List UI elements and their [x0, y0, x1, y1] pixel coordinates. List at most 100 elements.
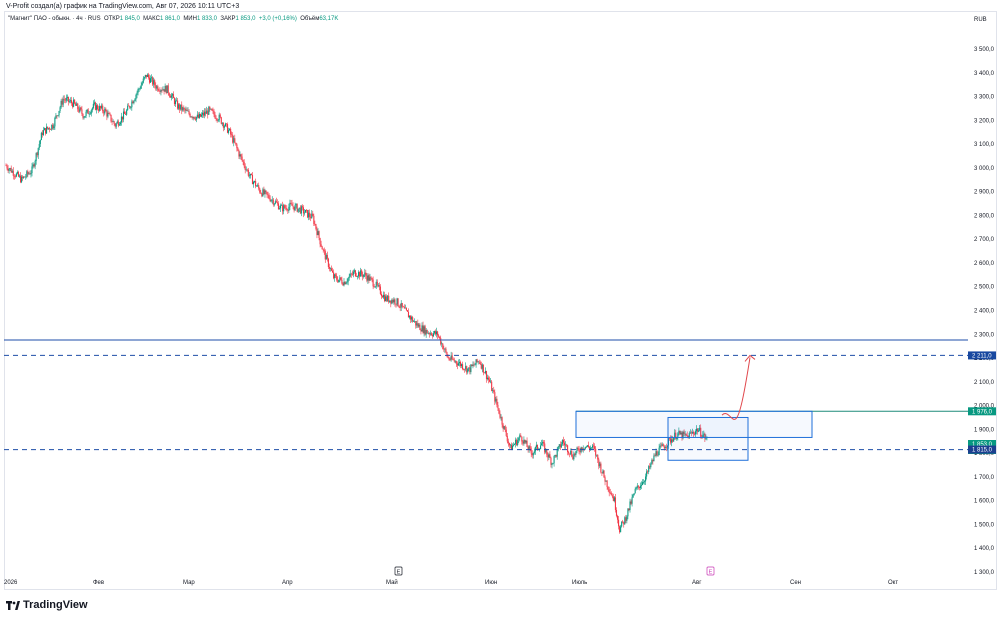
candle-body — [260, 192, 262, 194]
candle-body — [85, 111, 87, 116]
candle-body — [349, 273, 351, 277]
candle-body — [250, 173, 252, 175]
candle-body — [297, 208, 299, 212]
candle-body — [676, 437, 678, 440]
candle-body — [367, 275, 369, 281]
candle-body — [425, 329, 427, 335]
candle-body — [490, 381, 492, 383]
candle-body — [413, 321, 415, 322]
candle-body — [549, 454, 551, 458]
candle-body — [215, 118, 217, 119]
candle-body — [699, 427, 701, 431]
candle-body — [265, 190, 267, 192]
candle-body — [219, 114, 221, 118]
candle-body — [190, 116, 192, 118]
candle-body — [648, 466, 650, 472]
candle-body — [212, 110, 214, 112]
candle-body — [105, 108, 107, 112]
candle-body — [200, 114, 203, 117]
candle-body — [546, 449, 548, 455]
candle-body — [603, 470, 605, 478]
candle-body — [189, 113, 191, 117]
candle-body — [66, 96, 68, 99]
candle-body — [455, 361, 457, 364]
candle-body — [688, 433, 690, 439]
candle-body — [93, 102, 95, 104]
candle-body — [53, 126, 55, 129]
candle-body — [515, 439, 517, 444]
candle-body — [35, 153, 37, 162]
candle-body — [414, 321, 416, 322]
candle-body — [125, 113, 127, 115]
candle-body — [135, 94, 137, 100]
candle-body — [140, 84, 142, 89]
forecast-arrow — [721, 357, 751, 420]
candle-body — [536, 444, 538, 450]
candle-body — [264, 190, 266, 194]
candle-body — [310, 216, 312, 219]
legend-open-label: ОТКР — [103, 16, 120, 22]
candle-body — [374, 286, 376, 288]
legend-low-value: 1 833,0 — [196, 16, 217, 22]
candle-body — [347, 278, 349, 282]
candle-body — [143, 77, 145, 79]
candle-body — [655, 451, 657, 457]
candle-body — [136, 92, 138, 95]
candle-body — [621, 521, 623, 527]
candle-body — [178, 104, 180, 109]
candle-body — [618, 519, 620, 527]
tradingview-logo[interactable]: TradingView — [6, 599, 88, 611]
candle-body — [171, 94, 173, 96]
candle-body — [137, 88, 139, 93]
candle-body — [380, 293, 382, 297]
candle-body — [672, 439, 674, 442]
y-tick-label: 1 800,0 — [974, 451, 995, 457]
candle-body — [89, 113, 91, 115]
candle-body — [640, 484, 642, 486]
candle-body — [24, 176, 26, 178]
candle-body — [88, 113, 90, 115]
legend-high-label: МАКС — [143, 16, 160, 22]
candle-body — [28, 173, 30, 175]
candle-body — [437, 331, 439, 336]
candle-body — [661, 444, 663, 446]
candle-body — [691, 432, 693, 434]
candle-body — [438, 335, 440, 337]
legend-low-label: МИН — [183, 16, 197, 22]
candle-body — [317, 231, 319, 236]
legend-high-value: 1 861,0 — [159, 16, 180, 22]
candle-body — [96, 105, 99, 110]
event-marker-label: E — [709, 570, 713, 576]
candle-body — [16, 172, 18, 174]
candle-body — [608, 489, 610, 493]
candle-body — [379, 286, 381, 294]
candle-body — [498, 408, 500, 414]
candle-body — [696, 428, 698, 432]
candle-body — [100, 106, 102, 109]
candle-body — [555, 455, 557, 457]
candle-body — [449, 359, 451, 361]
candle-body — [406, 310, 408, 312]
candle-body — [299, 207, 301, 214]
candle-body — [196, 114, 198, 117]
candle-body — [535, 444, 537, 448]
candle-body — [605, 480, 607, 482]
candle-body — [430, 333, 432, 336]
legend-symbol: "Магнит" ПАО - обыкн. · 4ч · RUS — [8, 16, 101, 22]
candle-body — [278, 208, 281, 210]
candle-body — [79, 107, 81, 112]
candle-body — [503, 426, 505, 429]
candle-body — [649, 466, 651, 468]
candle-body — [529, 446, 531, 449]
candle-body — [235, 142, 237, 145]
candle-body — [473, 364, 475, 366]
candle-body — [630, 501, 632, 504]
candle-body — [530, 448, 532, 454]
candle-body — [218, 114, 220, 121]
x-tick-label: Апр — [282, 580, 293, 586]
candle-body — [243, 161, 245, 167]
candle-body — [411, 317, 413, 320]
candle-body — [607, 487, 609, 490]
candle-body — [335, 274, 337, 277]
